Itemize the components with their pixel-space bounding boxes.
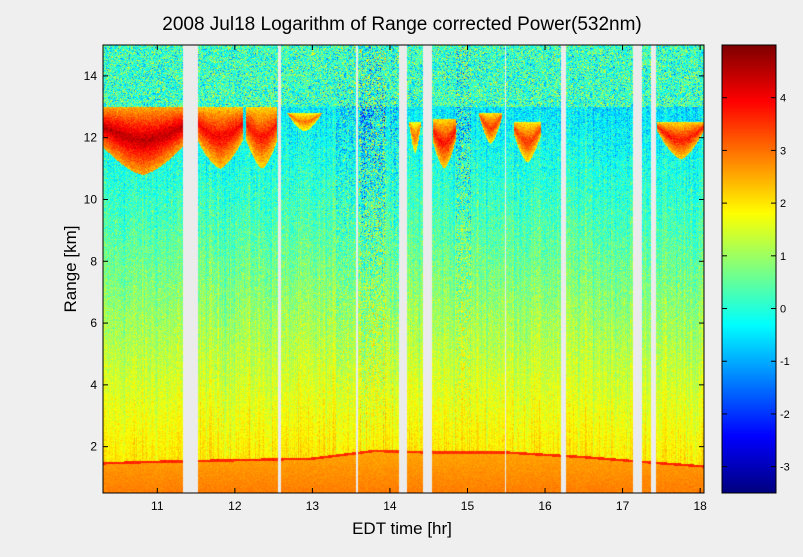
x-tick-label: 12 xyxy=(228,499,242,513)
x-tick-label: 11 xyxy=(151,499,164,513)
y-tick-label: 6 xyxy=(90,316,97,330)
y-tick-label: 4 xyxy=(90,378,97,392)
colorbar-frame xyxy=(721,44,777,494)
colorbar-tick-label: 4 xyxy=(780,93,786,105)
colorbar xyxy=(722,45,776,493)
y-tick-label: 14 xyxy=(84,69,98,83)
colorbar-tick-label: -1 xyxy=(780,356,790,368)
x-tick-label: 15 xyxy=(461,499,475,513)
x-axis: 11 12 13 14 15 16 17 18 xyxy=(151,45,707,513)
colorbar-tick-label: 2 xyxy=(780,198,786,210)
y-axis: 2 4 6 8 10 12 14 xyxy=(84,69,704,454)
colorbar-tick-label: 3 xyxy=(780,145,786,157)
colorbar-axis: -3 -2 -1 0 1 2 3 4 xyxy=(722,93,790,474)
y-axis-label: Range [km] xyxy=(61,226,80,313)
x-tick-label: 17 xyxy=(616,499,630,513)
x-tick-label: 14 xyxy=(383,499,397,513)
y-tick-label: 12 xyxy=(84,131,98,145)
x-tick-label: 18 xyxy=(693,499,707,513)
x-tick-label: 13 xyxy=(306,499,320,513)
colorbar-tick-label: 0 xyxy=(780,304,786,316)
chart-title: 2008 Jul18 Logarithm of Range corrected … xyxy=(162,14,642,35)
colorbar-tick-label: 1 xyxy=(780,251,786,263)
y-tick-label: 2 xyxy=(90,440,97,454)
colorbar-tick-label: -3 xyxy=(780,462,790,474)
plot-frame xyxy=(102,44,705,494)
y-tick-label: 10 xyxy=(84,192,98,206)
x-axis-label: EDT time [hr] xyxy=(352,519,452,538)
heatmap-plot-area xyxy=(103,45,704,493)
y-tick-label: 8 xyxy=(90,254,97,268)
colorbar-tick-label: -2 xyxy=(780,409,790,421)
x-tick-label: 16 xyxy=(538,499,552,513)
